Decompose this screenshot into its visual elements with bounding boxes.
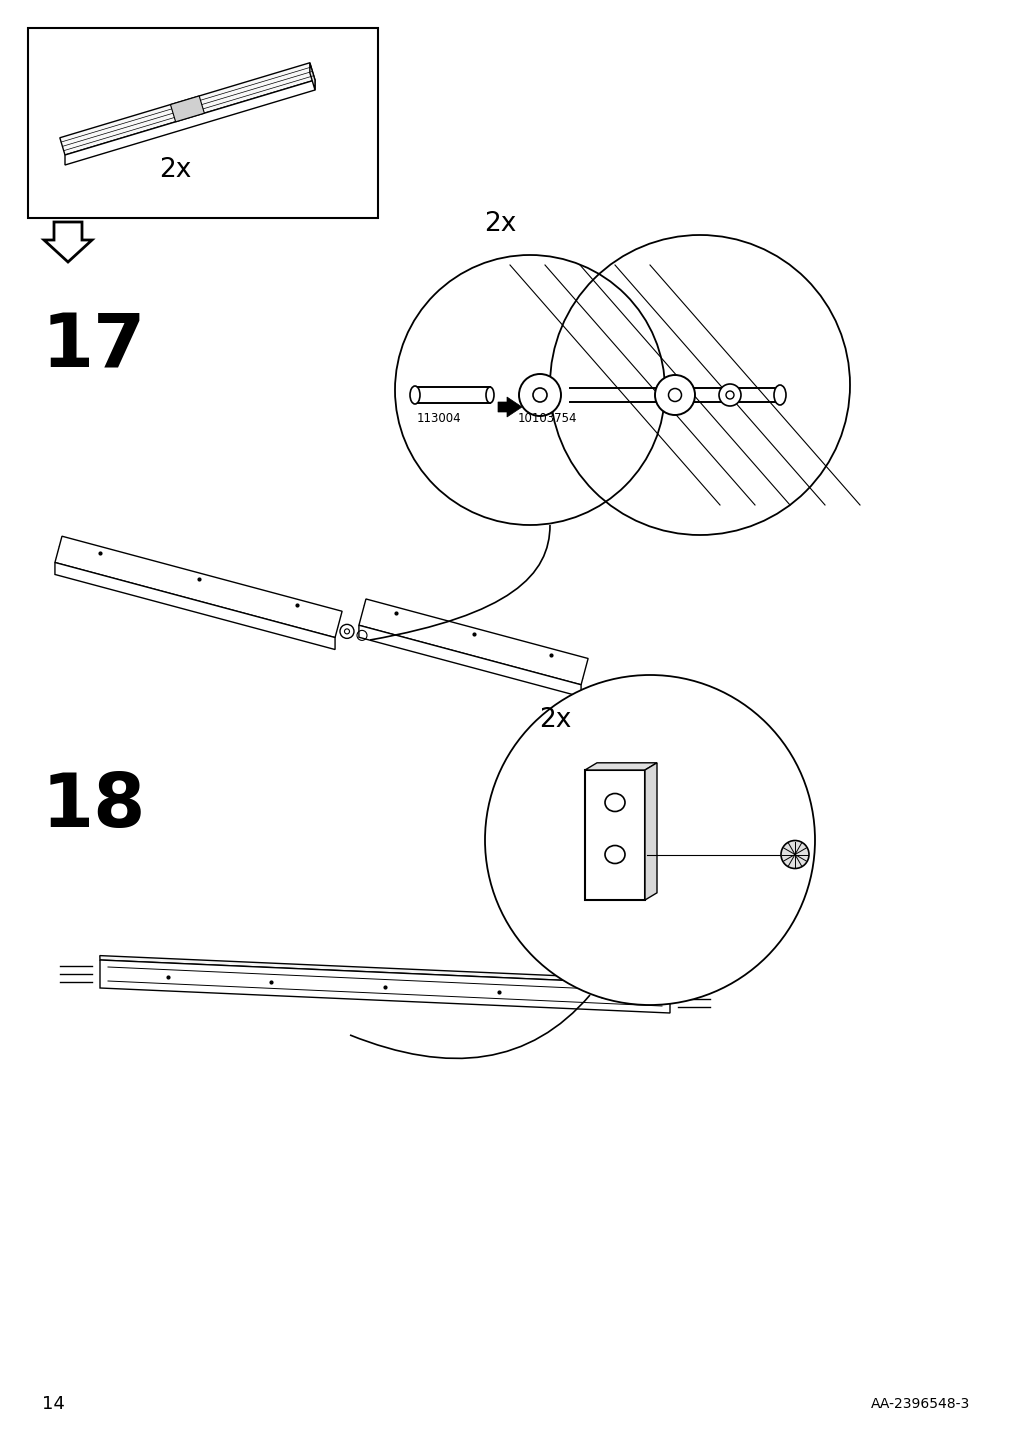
Ellipse shape <box>725 391 733 400</box>
Bar <box>28 29 378 218</box>
Ellipse shape <box>773 385 786 405</box>
Polygon shape <box>55 563 335 650</box>
Circle shape <box>484 674 814 1005</box>
Ellipse shape <box>519 374 560 417</box>
Ellipse shape <box>605 793 625 812</box>
Circle shape <box>394 255 664 526</box>
Ellipse shape <box>718 384 740 407</box>
Text: 18: 18 <box>42 770 147 843</box>
Ellipse shape <box>780 841 808 868</box>
Polygon shape <box>359 599 587 684</box>
Text: 2x: 2x <box>483 211 516 238</box>
Text: 17: 17 <box>42 309 147 382</box>
Bar <box>584 770 644 899</box>
Text: 14: 14 <box>42 1395 65 1413</box>
Ellipse shape <box>485 387 493 402</box>
Ellipse shape <box>605 845 625 863</box>
Polygon shape <box>60 63 314 155</box>
Polygon shape <box>43 222 92 262</box>
Polygon shape <box>55 536 342 637</box>
Polygon shape <box>359 626 580 697</box>
Polygon shape <box>65 80 314 165</box>
Polygon shape <box>100 955 669 985</box>
Polygon shape <box>497 397 522 417</box>
Text: AA-2396548-3: AA-2396548-3 <box>869 1398 969 1411</box>
Ellipse shape <box>409 387 420 404</box>
Polygon shape <box>309 63 314 90</box>
Text: 2x: 2x <box>538 707 570 733</box>
Ellipse shape <box>668 388 680 401</box>
Text: 10103754: 10103754 <box>518 411 577 424</box>
Polygon shape <box>100 959 669 1012</box>
Polygon shape <box>584 763 656 770</box>
Polygon shape <box>170 96 204 122</box>
Text: 2x: 2x <box>159 158 191 183</box>
Text: 113004: 113004 <box>417 411 461 424</box>
Polygon shape <box>644 763 656 899</box>
Ellipse shape <box>654 375 695 415</box>
Ellipse shape <box>533 388 547 402</box>
Circle shape <box>549 235 849 536</box>
